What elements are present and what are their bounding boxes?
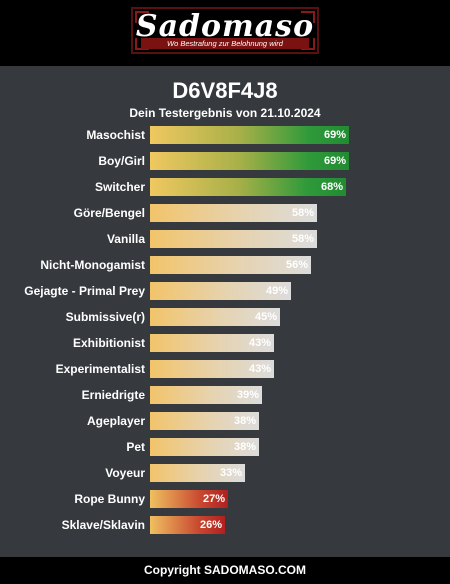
result-row: Pet 38% (0, 438, 450, 456)
logo-ornament (301, 11, 315, 23)
bar-track: 69% (150, 152, 438, 170)
score-percent: 69% (323, 155, 346, 167)
score-percent: 49% (265, 285, 288, 297)
category-label: Switcher (94, 180, 145, 194)
score-bar: 26% (150, 516, 225, 534)
result-row: Erniedrigte 39% (0, 386, 450, 404)
bar-track: 68% (150, 178, 438, 196)
score-percent: 43% (248, 337, 271, 349)
score-bar: 58% (150, 230, 317, 248)
bar-track: 33% (150, 464, 438, 482)
score-bar: 69% (150, 152, 349, 170)
bar-track: 58% (150, 204, 438, 222)
result-row: Rope Bunny 27% (0, 490, 450, 508)
result-row: Sklave/Sklavin 26% (0, 516, 450, 534)
logo-ornament (301, 38, 315, 50)
score-bar: 45% (150, 308, 280, 326)
result-row: Submissive(r) 45% (0, 308, 450, 326)
result-row: Gejagte - Primal Prey 49% (0, 282, 450, 300)
bar-track: 45% (150, 308, 438, 326)
category-label: Experimentalist (55, 362, 145, 376)
score-percent: 68% (320, 181, 343, 193)
bar-track: 38% (150, 438, 438, 456)
result-panel: D6V8F4J8 Dein Testergebnis von 21.10.202… (0, 66, 450, 557)
sadomaso-logo[interactable]: Sadomaso Wo Bestrafung zur Belohnung wir… (131, 7, 319, 54)
result-row: Ageplayer 38% (0, 412, 450, 430)
score-bar: 56% (150, 256, 311, 274)
result-row: Göre/Bengel 58% (0, 204, 450, 222)
result-row: Experimentalist 43% (0, 360, 450, 378)
score-bar: 33% (150, 464, 245, 482)
result-row: Boy/Girl 69% (0, 152, 450, 170)
bar-track: 26% (150, 516, 438, 534)
copyright-text: Copyright SADOMASO.COM (144, 563, 306, 577)
score-percent: 38% (233, 441, 256, 453)
bar-track: 38% (150, 412, 438, 430)
logo-tagline: Wo Bestrafung zur Belohnung wird (141, 38, 309, 49)
score-bar: 38% (150, 438, 259, 456)
result-row: Switcher 68% (0, 178, 450, 196)
category-label: Exhibitionist (73, 336, 145, 350)
result-row: Voyeur 33% (0, 464, 450, 482)
bar-track: 69% (150, 126, 438, 144)
category-label: Rope Bunny (74, 492, 145, 506)
score-bar: 43% (150, 334, 274, 352)
score-bar: 58% (150, 204, 317, 222)
bar-track: 43% (150, 360, 438, 378)
site-header: Sadomaso Wo Bestrafung zur Belohnung wir… (0, 0, 450, 66)
logo-ornament (135, 38, 149, 50)
logo-wordmark: Sadomaso (135, 9, 315, 44)
bar-track: 27% (150, 490, 438, 508)
score-bar: 27% (150, 490, 228, 508)
score-bar: 69% (150, 126, 349, 144)
score-percent: 58% (291, 207, 314, 219)
result-row: Nicht-Monogamist 56% (0, 256, 450, 274)
category-label: Vanilla (106, 232, 145, 246)
category-label: Erniedrigte (81, 388, 145, 402)
score-percent: 33% (219, 467, 242, 479)
result-code: D6V8F4J8 (172, 78, 278, 103)
score-percent: 26% (199, 519, 222, 531)
score-percent: 43% (248, 363, 271, 375)
score-percent: 38% (233, 415, 256, 427)
category-label: Ageplayer (86, 414, 145, 428)
site-footer: Copyright SADOMASO.COM (0, 557, 450, 584)
score-percent: 58% (291, 233, 314, 245)
category-label: Gejagte - Primal Prey (24, 284, 145, 298)
result-date-subtitle: Dein Testergebnis von 21.10.2024 (129, 106, 321, 120)
category-label: Submissive(r) (65, 310, 145, 324)
score-bar: 43% (150, 360, 274, 378)
result-row: Exhibitionist 43% (0, 334, 450, 352)
score-bar: 68% (150, 178, 346, 196)
score-percent: 45% (254, 311, 277, 323)
score-bar: 49% (150, 282, 291, 300)
score-percent: 69% (323, 129, 346, 141)
category-label: Sklave/Sklavin (61, 518, 145, 532)
category-label: Boy/Girl (98, 154, 145, 168)
score-bar: 39% (150, 386, 262, 404)
result-row: Vanilla 58% (0, 230, 450, 248)
category-label: Pet (126, 440, 145, 454)
score-percent: 27% (202, 493, 225, 505)
bar-track: 43% (150, 334, 438, 352)
category-label: Nicht-Monogamist (40, 258, 145, 272)
score-percent: 56% (285, 259, 308, 271)
category-label: Masochist (86, 128, 145, 142)
bar-track: 49% (150, 282, 438, 300)
bar-track: 58% (150, 230, 438, 248)
bar-track: 39% (150, 386, 438, 404)
result-row: Masochist 69% (0, 126, 450, 144)
category-label: Göre/Bengel (73, 206, 145, 220)
bar-track: 56% (150, 256, 438, 274)
score-bar: 38% (150, 412, 259, 430)
score-percent: 39% (236, 389, 259, 401)
category-label: Voyeur (105, 466, 145, 480)
logo-ornament (135, 11, 149, 23)
